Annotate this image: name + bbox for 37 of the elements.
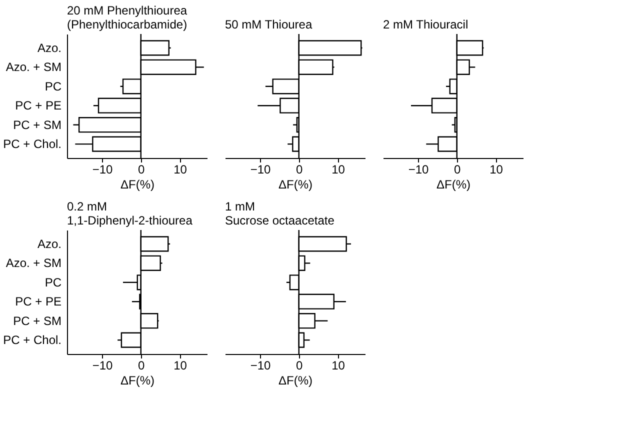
y-tick-label: PC + SM — [13, 314, 62, 328]
chart-title: 20 mM Phenylthiourea (Phenylthiocarbamide) — [67, 3, 188, 32]
x-axis-title: ΔF(%) — [120, 178, 155, 192]
x-tick-label: 10 — [332, 358, 346, 372]
x-tick-label: −10 — [408, 162, 429, 176]
x-tick-label: 10 — [332, 162, 346, 176]
x-tick-label: −10 — [92, 162, 113, 176]
x-axis-title: ΔF(%) — [436, 178, 471, 192]
chart-title: 2 mM Thiouracil — [383, 17, 468, 32]
x-axis-title: ΔF(%) — [278, 178, 313, 192]
x-tick-label: −10 — [250, 162, 271, 176]
y-tick-label: PC + Chol. — [3, 137, 62, 152]
y-tick-label: PC + Chol. — [3, 333, 62, 348]
x-tick-label: 0 — [296, 358, 304, 372]
y-tick-label: Azo. + SM — [6, 60, 62, 74]
x-tick-label: 0 — [454, 162, 462, 176]
y-tick-label: PC — [44, 79, 62, 94]
x-axis-title: ΔF(%) — [278, 374, 313, 388]
x-tick-label: 10 — [490, 162, 504, 176]
x-tick-label: −10 — [92, 358, 113, 372]
chart-title: 1 mM Sucrose octaacetate — [225, 199, 335, 228]
y-tick-label: Azo. — [37, 40, 62, 55]
y-tick-label: Azo. — [37, 236, 62, 251]
y-tick-label: PC + PE — [15, 294, 62, 309]
y-tick-label: PC + SM — [13, 118, 62, 132]
y-tick-label: Azo. + SM — [6, 256, 62, 270]
x-tick-label: 10 — [174, 358, 188, 372]
x-axis-title: ΔF(%) — [120, 374, 155, 388]
x-tick-label: −10 — [250, 358, 271, 372]
y-tick-label: PC + PE — [15, 98, 62, 113]
chart-title: 50 mM Thiourea — [225, 17, 312, 32]
x-tick-label: 0 — [296, 162, 304, 176]
x-tick-label: 10 — [174, 162, 188, 176]
y-tick-label: PC — [44, 275, 62, 290]
x-tick-label: 0 — [138, 162, 146, 176]
chart-title: 0.2 mM 1,1-Diphenyl-2-thiourea — [67, 199, 193, 228]
x-tick-label: 0 — [138, 358, 146, 372]
